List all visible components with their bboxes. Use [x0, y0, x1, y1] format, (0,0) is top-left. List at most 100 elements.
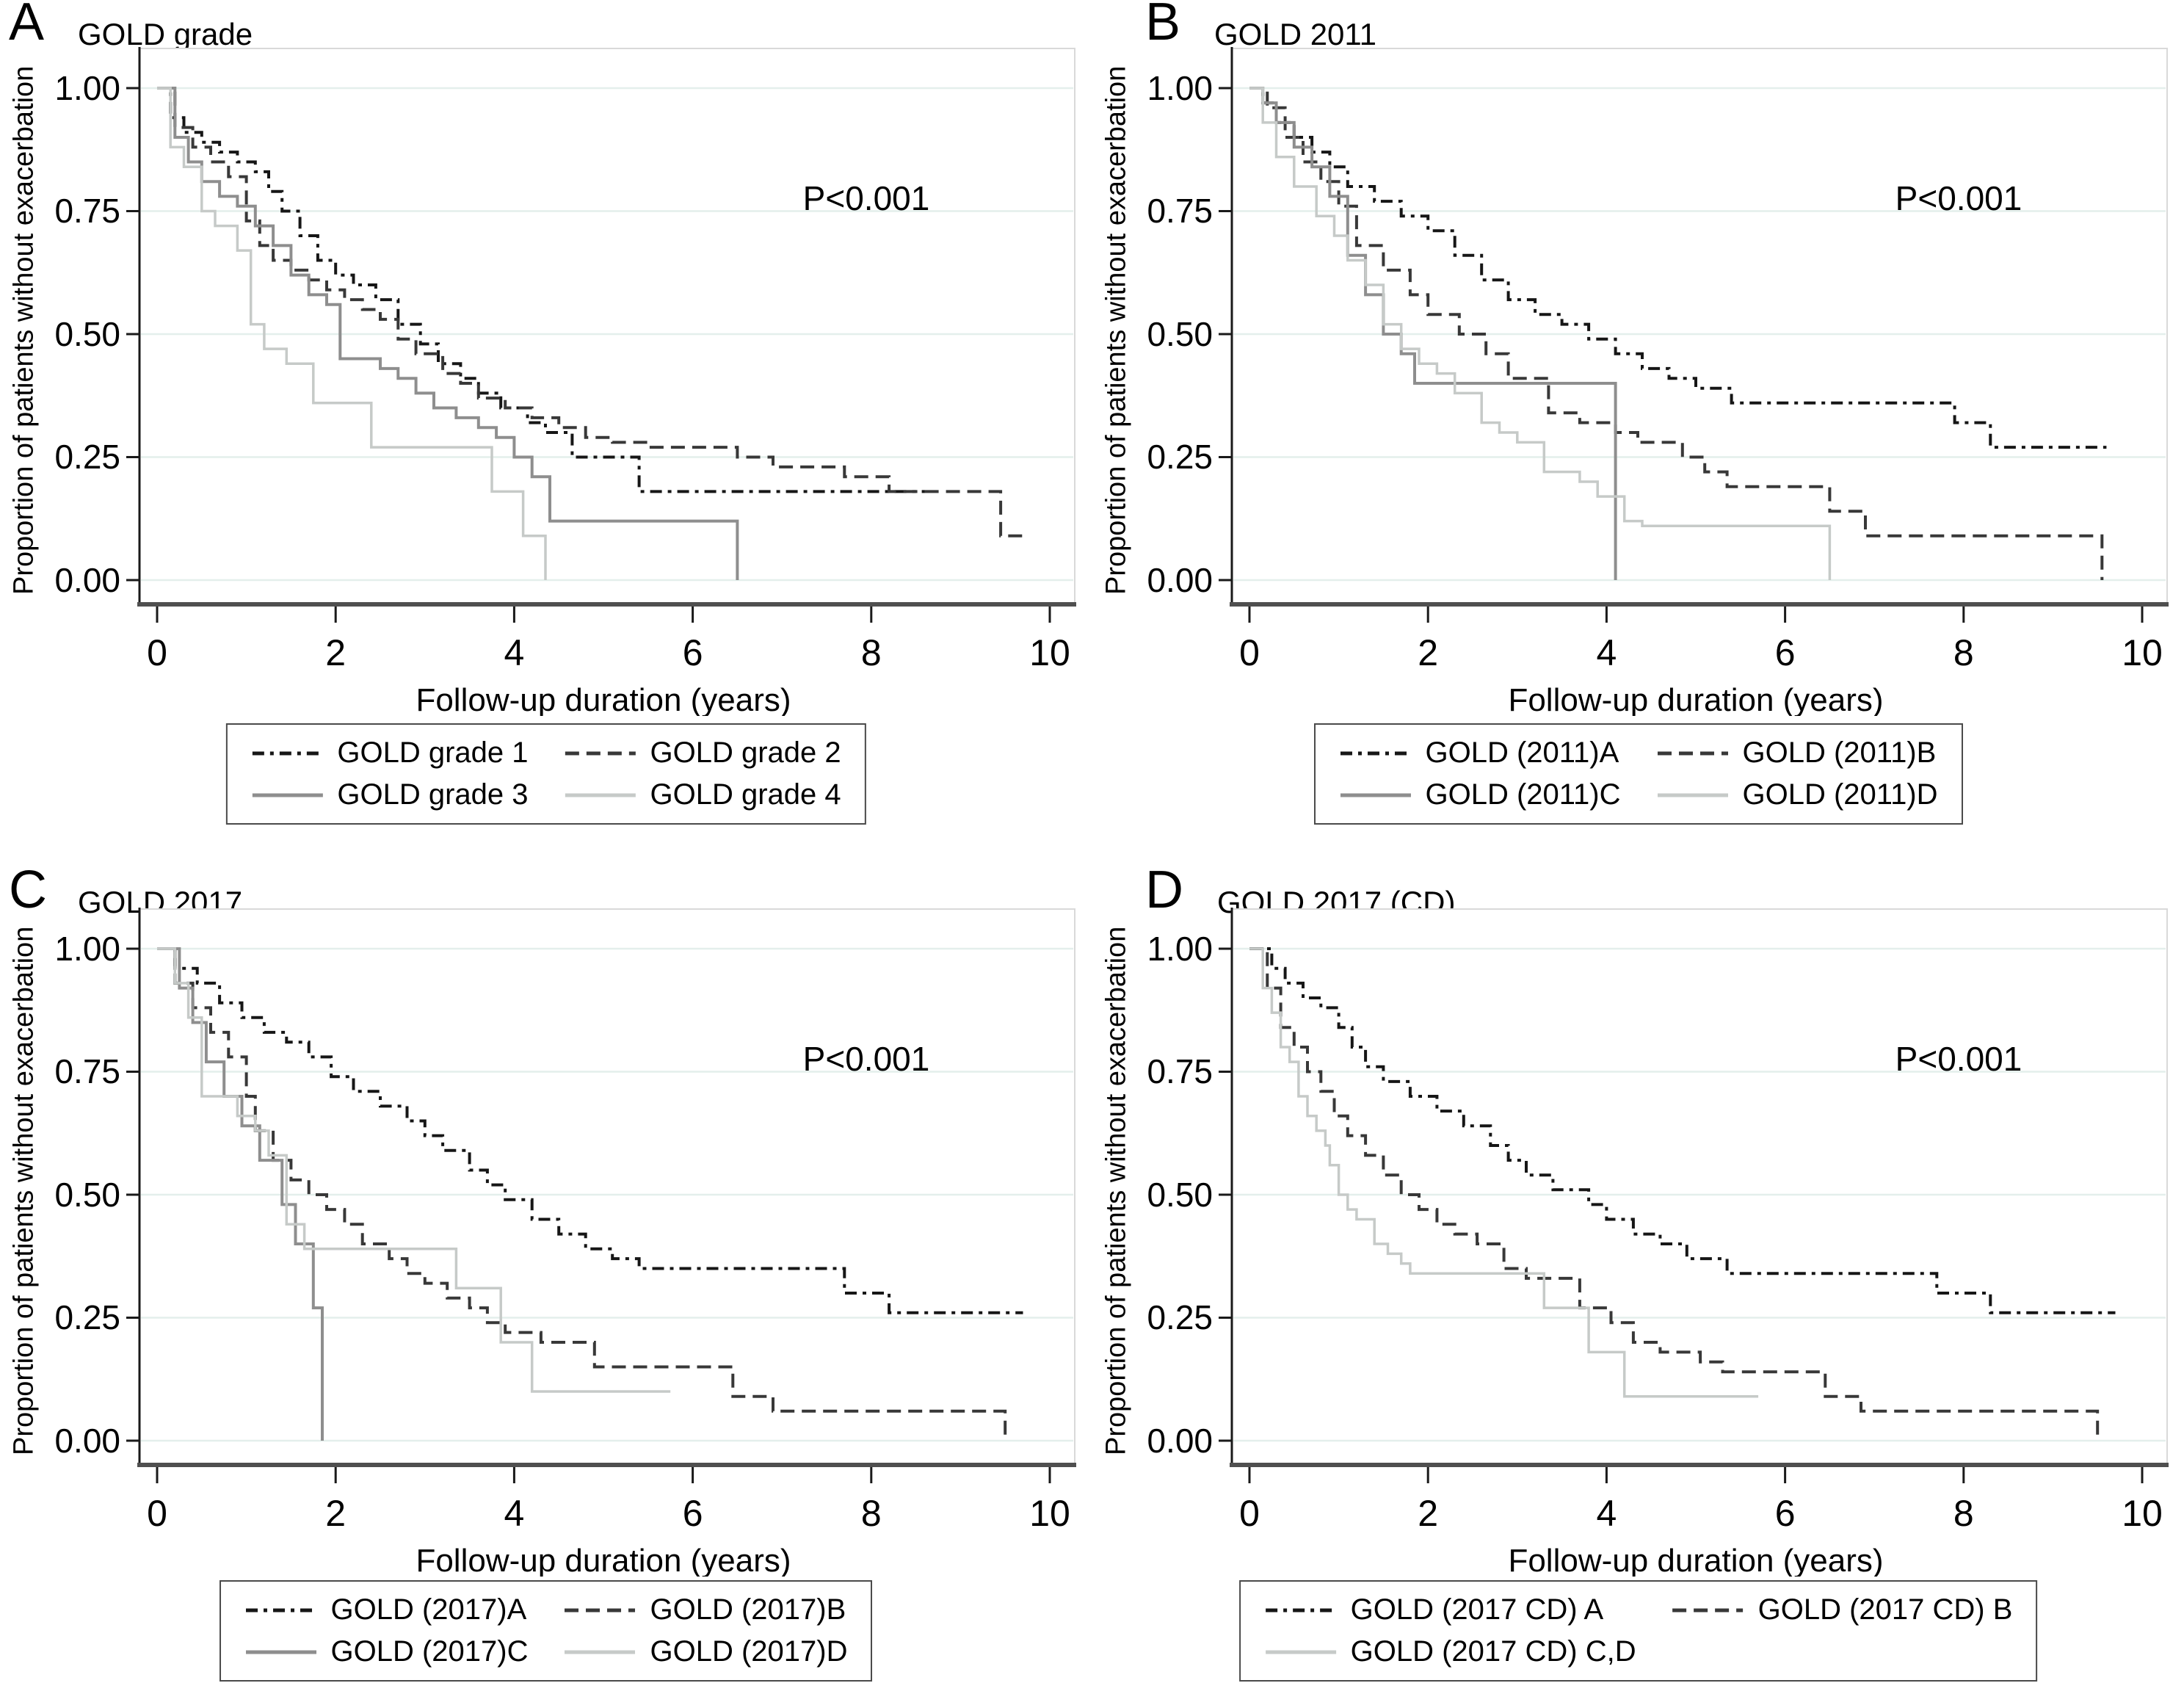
- legend-item: GOLD (2017 CD) C,D: [1264, 1635, 1636, 1668]
- x-axis-label: Follow-up duration (years): [416, 682, 791, 716]
- x-tick-label: 4: [504, 632, 524, 673]
- x-tick-label: 6: [1775, 632, 1796, 673]
- panel-title: GOLD grade: [78, 17, 253, 51]
- legend: GOLD (2017)A GOLD (2017)B GOLD (2017)C G…: [219, 1580, 873, 1682]
- x-tick-label: 2: [325, 632, 346, 673]
- legend-label: GOLD (2011)A: [1425, 736, 1619, 769]
- km-plot: 1.00 0.75 0.50 0.25 0.00 0 2 4 6 8 10 Fo…: [54, 908, 1076, 1577]
- legend-label: GOLD (2017 CD) C,D: [1350, 1635, 1636, 1668]
- x-tick-label: 6: [683, 632, 703, 673]
- legend: GOLD (2011)A GOLD (2011)B GOLD (2011)C G…: [1313, 723, 1963, 825]
- y-tick-label: 0.00: [1147, 561, 1213, 599]
- km-curve-gold-2017-c: [157, 947, 324, 1441]
- legend-line-sample: [245, 1650, 316, 1654]
- panel-gold-2017-cd: D GOLD 2017 (CD) Proportion of patients …: [1092, 842, 2184, 1683]
- x-tick-label: 2: [1418, 632, 1438, 673]
- legend-label: GOLD (2017 CD) B: [1757, 1593, 2013, 1626]
- legend-item: GOLD (2011)B: [1656, 736, 1938, 770]
- x-axis-label: Follow-up duration (years): [416, 1543, 791, 1577]
- legend-item: GOLD grade 3: [250, 778, 529, 811]
- x-tick-label: 4: [1596, 632, 1617, 673]
- km-curve-gold-2017-d: [157, 947, 671, 1393]
- legend-item: GOLD grade 4: [564, 778, 841, 811]
- km-plot: 1.00 0.75 0.50 0.25 0.00 0 2 4 6 8 10 Fo…: [1147, 908, 2169, 1577]
- plot-area: [139, 48, 1075, 605]
- km-curve-gold-grade-1: [157, 87, 925, 493]
- legend-item: GOLD (2011)D: [1656, 778, 1938, 811]
- legend-item: GOLD grade 1: [250, 736, 529, 770]
- plot-area: [139, 908, 1075, 1466]
- legend-label: GOLD (2017)B: [650, 1593, 846, 1626]
- legend-label: GOLD grade 2: [650, 736, 841, 769]
- km-curve-gold-2017-cd-c-d: [1249, 947, 1759, 1398]
- legend-item: GOLD (2017)C: [244, 1635, 529, 1668]
- y-tick-label: 0.25: [1147, 1298, 1213, 1336]
- y-tick-label: 0.25: [54, 438, 120, 476]
- legend-line-sample: [565, 751, 636, 755]
- km-curves: [157, 947, 1023, 1441]
- legend-item: GOLD (2017)A: [244, 1593, 529, 1626]
- km-curve-gold-grade-4: [157, 87, 547, 580]
- x-axis-label: Follow-up duration (years): [1508, 682, 1883, 716]
- legend-line-sample: [565, 793, 636, 797]
- x-tick-label: 2: [325, 1493, 346, 1534]
- km-curve-gold-2017-cd-a: [1249, 947, 2116, 1314]
- plot-area: [1231, 48, 2168, 605]
- legend-line-sample: [252, 751, 323, 755]
- panel-gold-grade: A GOLD grade Proportion of patients with…: [0, 0, 1092, 842]
- km-plot: 1.00 0.75 0.50 0.25 0.00 0 2 4 6 8 10 Fo…: [1147, 47, 2169, 716]
- legend-label: GOLD (2017)D: [650, 1635, 848, 1668]
- legend: GOLD (2017 CD) A GOLD (2017 CD) B GOLD (…: [1238, 1580, 2038, 1682]
- x-tick-label: 0: [1239, 632, 1260, 673]
- km-curves: [1249, 87, 2107, 580]
- legend-label: GOLD (2011)C: [1425, 778, 1621, 811]
- legend-label: GOLD (2017)C: [330, 1635, 529, 1668]
- y-tick-label: 0.25: [54, 1298, 120, 1336]
- y-tick-label: 1.00: [54, 930, 120, 968]
- y-tick-label: 0.00: [54, 1422, 120, 1460]
- p-value: P<0.001: [803, 179, 930, 217]
- x-tick-label: 2: [1418, 1493, 1438, 1534]
- legend-line-sample: [1672, 1608, 1744, 1612]
- x-tick-label: 10: [1029, 1493, 1070, 1534]
- legend-item: GOLD (2017 CD) A: [1264, 1593, 1636, 1626]
- y-tick-label: 0.75: [54, 1052, 120, 1090]
- x-tick-label: 0: [147, 632, 167, 673]
- legend-line-sample: [565, 1608, 636, 1612]
- km-curve-gold-2011-c: [1249, 87, 1617, 580]
- legend-line-sample: [565, 1650, 636, 1654]
- legend-line-sample: [245, 1608, 316, 1612]
- legend-line-sample: [1657, 751, 1728, 755]
- legend-label: GOLD (2017 CD) A: [1350, 1593, 1604, 1626]
- x-tick-label: 6: [683, 1493, 703, 1534]
- x-tick-label: 8: [861, 632, 882, 673]
- panel-letter: A: [9, 0, 46, 51]
- km-curve-gold-2011-d: [1249, 87, 1832, 580]
- legend-label: GOLD grade 4: [650, 778, 841, 811]
- legend-item: GOLD (2011)C: [1338, 778, 1621, 811]
- km-curve-gold-grade-3: [157, 87, 739, 580]
- y-tick-label: 0.50: [54, 315, 120, 353]
- x-tick-label: 10: [2122, 1493, 2163, 1534]
- y-tick-label: 0.25: [1147, 438, 1213, 476]
- legend-line-sample: [1265, 1650, 1336, 1654]
- plot-area: [1231, 908, 2168, 1466]
- legend-label: GOLD (2011)B: [1742, 736, 1937, 769]
- km-curve-gold-2017-b: [157, 947, 1007, 1441]
- panel-letter: C: [9, 861, 48, 919]
- y-tick-label: 1.00: [54, 69, 120, 107]
- p-value: P<0.001: [1895, 1040, 2022, 1078]
- legend-line-sample: [1265, 1608, 1336, 1612]
- y-tick-label: 0.00: [54, 561, 120, 599]
- y-tick-label: 0.75: [1147, 1052, 1213, 1090]
- x-tick-label: 10: [2122, 632, 2163, 673]
- panel-letter: D: [1145, 861, 1184, 919]
- x-tick-label: 8: [861, 1493, 882, 1534]
- y-tick-label: 1.00: [1147, 69, 1213, 107]
- y-tick-label: 0.50: [1147, 1176, 1213, 1214]
- panel-gold-2017: C GOLD 2017 Proportion of patients witho…: [0, 842, 1092, 1683]
- panel-letter: B: [1145, 0, 1182, 51]
- legend-item: GOLD (2017 CD) B: [1672, 1593, 2013, 1626]
- legend-label: GOLD (2011)D: [1742, 778, 1938, 811]
